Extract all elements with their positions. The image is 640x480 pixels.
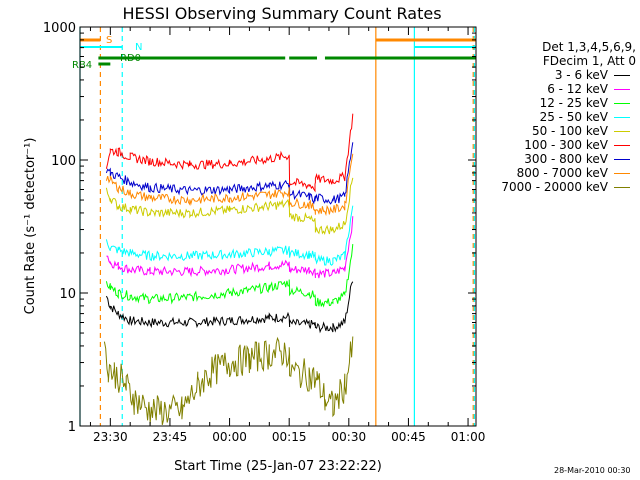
legend-swatch: [614, 159, 630, 160]
legend-entry-label: 6 - 12 keV: [547, 82, 608, 96]
legend-swatch: [614, 187, 630, 188]
legend-entry-label: 12 - 25 keV: [539, 96, 608, 110]
y-tick-label: 10: [59, 287, 76, 302]
legend-entry-label: 7000 - 20000 keV: [501, 180, 608, 194]
y-tick-label: 100: [51, 154, 76, 169]
timestamp: 28-Mar-2010 00:30: [554, 466, 631, 475]
mode-label-s: S: [106, 35, 112, 46]
x-tick-label: 00:15: [272, 430, 307, 444]
x-tick-label: 00:30: [332, 430, 367, 444]
legend-entry-label: 100 - 300 keV: [524, 138, 608, 152]
mode-label-rb4: RB4: [72, 60, 92, 71]
mode-label-rd0: RD0: [120, 53, 141, 64]
x-tick-label: 23:30: [93, 430, 128, 444]
x-tick-label: 23:45: [153, 430, 188, 444]
legend-entry-label: 300 - 800 keV: [524, 152, 608, 166]
x-axis-label: Start Time (25-Jan-07 23:22:22): [174, 459, 382, 474]
series-line-12-25-kev: [105, 244, 354, 308]
legend-swatch: [614, 75, 630, 76]
legend-entry-3-6-kev: 3 - 6 keV: [500, 68, 636, 82]
legend-entry-100-300-kev: 100 - 300 keV: [500, 138, 636, 152]
legend-swatch: [614, 117, 630, 118]
mode-label-n: N: [135, 42, 142, 53]
series-line-100-300-kev: [105, 113, 354, 193]
legend-entry-12-25-kev: 12 - 25 keV: [500, 96, 636, 110]
series-line-7000-20000-kev: [103, 336, 354, 426]
series-line-300-800-kev: [105, 142, 354, 205]
legend-entry-6-12-kev: 6 - 12 keV: [500, 82, 636, 96]
legend-header-line-2: FDecim 1, Att 0: [542, 54, 636, 68]
legend-entry-300-800-kev: 300 - 800 keV: [500, 152, 636, 166]
legend: Det 1,3,4,5,6,9, FDecim 1, Att 0 3 - 6 k…: [500, 40, 636, 194]
x-tick-label: 01:00: [451, 430, 486, 444]
chart-title: HESSI Observing Summary Count Rates: [122, 4, 441, 23]
legend-entry-label: 50 - 100 keV: [531, 124, 608, 138]
series-line-25-50-kev: [105, 205, 354, 266]
legend-entry-7000-20000-kev: 7000 - 20000 keV: [500, 180, 636, 194]
x-tick-label: 00:00: [212, 430, 247, 444]
x-tick-label: 00:45: [391, 430, 426, 444]
legend-swatch: [614, 145, 630, 146]
series-line-50-100-kev: [105, 177, 354, 236]
legend-entry-800-7000-kev: 800 - 7000 keV: [500, 166, 636, 180]
legend-swatch: [614, 103, 630, 104]
legend-swatch: [614, 173, 630, 174]
series-line-3-6-kev: [105, 281, 354, 334]
legend-entry-25-50-kev: 25 - 50 keV: [500, 110, 636, 124]
series-line-6-12-kev: [106, 216, 354, 279]
legend-swatch: [614, 89, 630, 90]
y-tick-label: 1: [68, 420, 76, 435]
series-line-800-7000-kev: [105, 153, 354, 217]
legend-entry-label: 3 - 6 keV: [554, 68, 608, 82]
legend-header-line-1: Det 1,3,4,5,6,9,: [542, 40, 636, 54]
plot-frame: [79, 26, 477, 427]
legend-entry-label: 800 - 7000 keV: [516, 166, 608, 180]
y-tick-label: 1000: [43, 21, 76, 36]
y-axis-label: Count Rate (s⁻¹ detector⁻¹): [23, 138, 38, 315]
legend-entry-label: 25 - 50 keV: [539, 110, 608, 124]
legend-entry-50-100-kev: 50 - 100 keV: [500, 124, 636, 138]
legend-swatch: [614, 131, 630, 132]
